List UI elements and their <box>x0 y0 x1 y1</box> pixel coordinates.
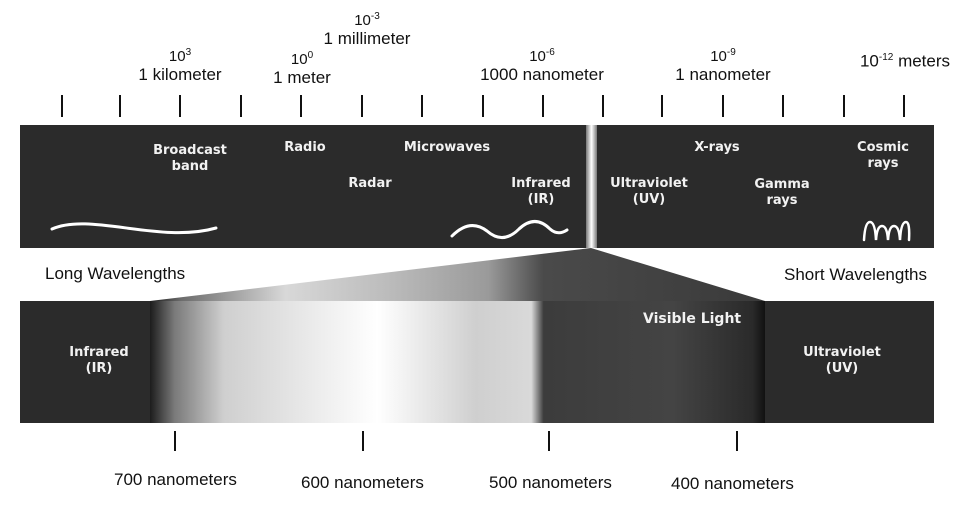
scale-label-millimeter: 10-3 1 millimeter <box>312 8 422 49</box>
short-wave-icon <box>862 220 911 242</box>
visible-band <box>150 301 765 423</box>
scale-tick <box>661 95 663 117</box>
scale-label-nanometer: 10-9 1 nanometer <box>668 44 778 85</box>
long-wave-icon <box>50 222 218 235</box>
scale-tick <box>119 95 121 117</box>
scale-name: meters <box>898 51 951 71</box>
exp-power: 3 <box>185 47 192 58</box>
visible-slit <box>586 125 597 248</box>
exp-base: 10 <box>354 12 371 29</box>
scale-tick <box>361 95 363 117</box>
band-label-microwaves: Microwaves <box>403 140 491 155</box>
exp-base: 10 <box>168 48 186 65</box>
exp-power: -12 <box>878 52 894 63</box>
exp-power: -9 <box>726 47 736 58</box>
band-label-ultraviolet: Ultraviolet (UV) <box>610 176 688 207</box>
scale-tick <box>843 95 845 117</box>
scale-tick <box>240 95 242 117</box>
band-label-broadcast: Broadcast band <box>153 143 227 174</box>
scale-label-1000-nanometer: 10-6 1000 nanometer <box>474 44 610 85</box>
nm-label-600: 600 nanometers <box>301 473 424 492</box>
band-label-cosmic: Cosmic rays <box>857 140 909 171</box>
visible-band-left <box>20 301 152 423</box>
exp-base: 10 <box>710 48 727 65</box>
short-wavelengths-label: Short Wavelengths <box>784 265 927 284</box>
nm-tick-500 <box>548 431 550 451</box>
scale-tick <box>179 95 181 117</box>
visible-light-label: Visible Light <box>643 311 742 327</box>
exp-power: 0 <box>307 50 314 61</box>
scale-tick <box>903 95 905 117</box>
scale-name: 1000 nanometer <box>480 65 604 84</box>
scale-tick <box>300 95 302 117</box>
scale-tick <box>722 95 724 117</box>
nm-label-400: 400 nanometers <box>671 474 794 493</box>
nm-tick-600 <box>362 431 364 451</box>
band-label-radar: Radar <box>348 176 392 191</box>
exp-power: -6 <box>545 47 555 58</box>
band-label-infrared: Infrared (IR) <box>511 176 571 207</box>
scale-label-meter: 100 1 meter <box>262 47 342 88</box>
scale-name: 1 kilometer <box>138 65 222 84</box>
scale-label-picometer: 10-12 meters <box>852 48 958 72</box>
scale-name: 1 meter <box>273 68 331 87</box>
spread-wedge <box>150 248 765 301</box>
scale-tick <box>782 95 784 117</box>
long-wavelengths-label: Long Wavelengths <box>45 264 186 283</box>
visible-infrared-label: Infrared (IR) <box>69 345 129 376</box>
band-label-radio: Radio <box>284 140 326 155</box>
scale-tick <box>61 95 63 117</box>
scale-label-kilometer: 103 1 kilometer <box>128 44 232 85</box>
nm-label-500: 500 nanometers <box>489 473 612 492</box>
scale-tick <box>542 95 544 117</box>
medium-wave-icon <box>450 220 569 239</box>
band-label-gamma: Gamma rays <box>754 177 810 208</box>
exp-base: 10 <box>529 48 546 65</box>
visible-ultraviolet-label: Ultraviolet (UV) <box>803 345 881 376</box>
scale-tick <box>482 95 484 117</box>
exp-power: -3 <box>370 11 380 22</box>
scale-tick <box>421 95 423 117</box>
visible-band-right <box>765 301 934 423</box>
exp-base: 10 <box>859 51 879 71</box>
nm-tick-700 <box>174 431 176 451</box>
scale-name: 1 millimeter <box>323 29 411 48</box>
scale-name: 1 nanometer <box>675 65 771 84</box>
exp-base: 10 <box>290 51 308 68</box>
nm-tick-400 <box>736 431 738 451</box>
scale-tick <box>602 95 604 117</box>
nm-label-700: 700 nanometers <box>114 470 237 489</box>
band-label-xrays: X-rays <box>694 140 740 155</box>
